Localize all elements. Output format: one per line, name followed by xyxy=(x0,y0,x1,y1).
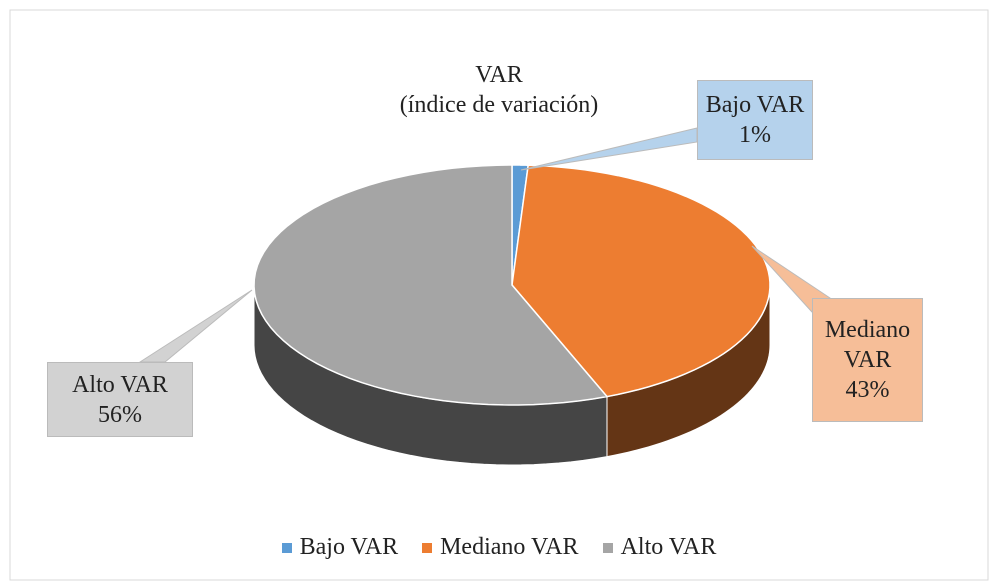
slice xyxy=(253,164,609,406)
legend: Bajo VAR Mediano VAR Alto VAR xyxy=(0,534,998,561)
data-label-category: Mediano VAR xyxy=(824,317,911,373)
legend-item: Alto VAR xyxy=(602,534,717,561)
legend-swatch xyxy=(281,542,292,553)
data-label-value: 1% xyxy=(739,122,771,148)
legend-item: Bajo VAR xyxy=(281,534,399,561)
legend-label: Alto VAR xyxy=(620,534,717,560)
slice xyxy=(511,164,771,398)
legend-swatch xyxy=(422,542,433,553)
data-label: Mediano VAR 43% xyxy=(812,298,923,422)
legend-item: Mediano VAR xyxy=(422,534,579,561)
legend-swatch xyxy=(602,542,613,553)
legend-label: Bajo VAR xyxy=(299,534,399,560)
data-label: Alto VAR 56% xyxy=(47,362,193,437)
data-label-value: 43% xyxy=(845,377,890,403)
chart-subtitle: (índice de variación) xyxy=(399,92,599,118)
data-label-value: 56% xyxy=(98,401,142,428)
legend-label: Mediano VAR xyxy=(440,534,579,560)
data-label: Bajo VAR 1% xyxy=(697,80,813,160)
chart-title: VAR xyxy=(475,62,523,88)
data-label-category: Alto VAR xyxy=(72,371,168,398)
data-label-category: Bajo VAR xyxy=(705,92,805,118)
